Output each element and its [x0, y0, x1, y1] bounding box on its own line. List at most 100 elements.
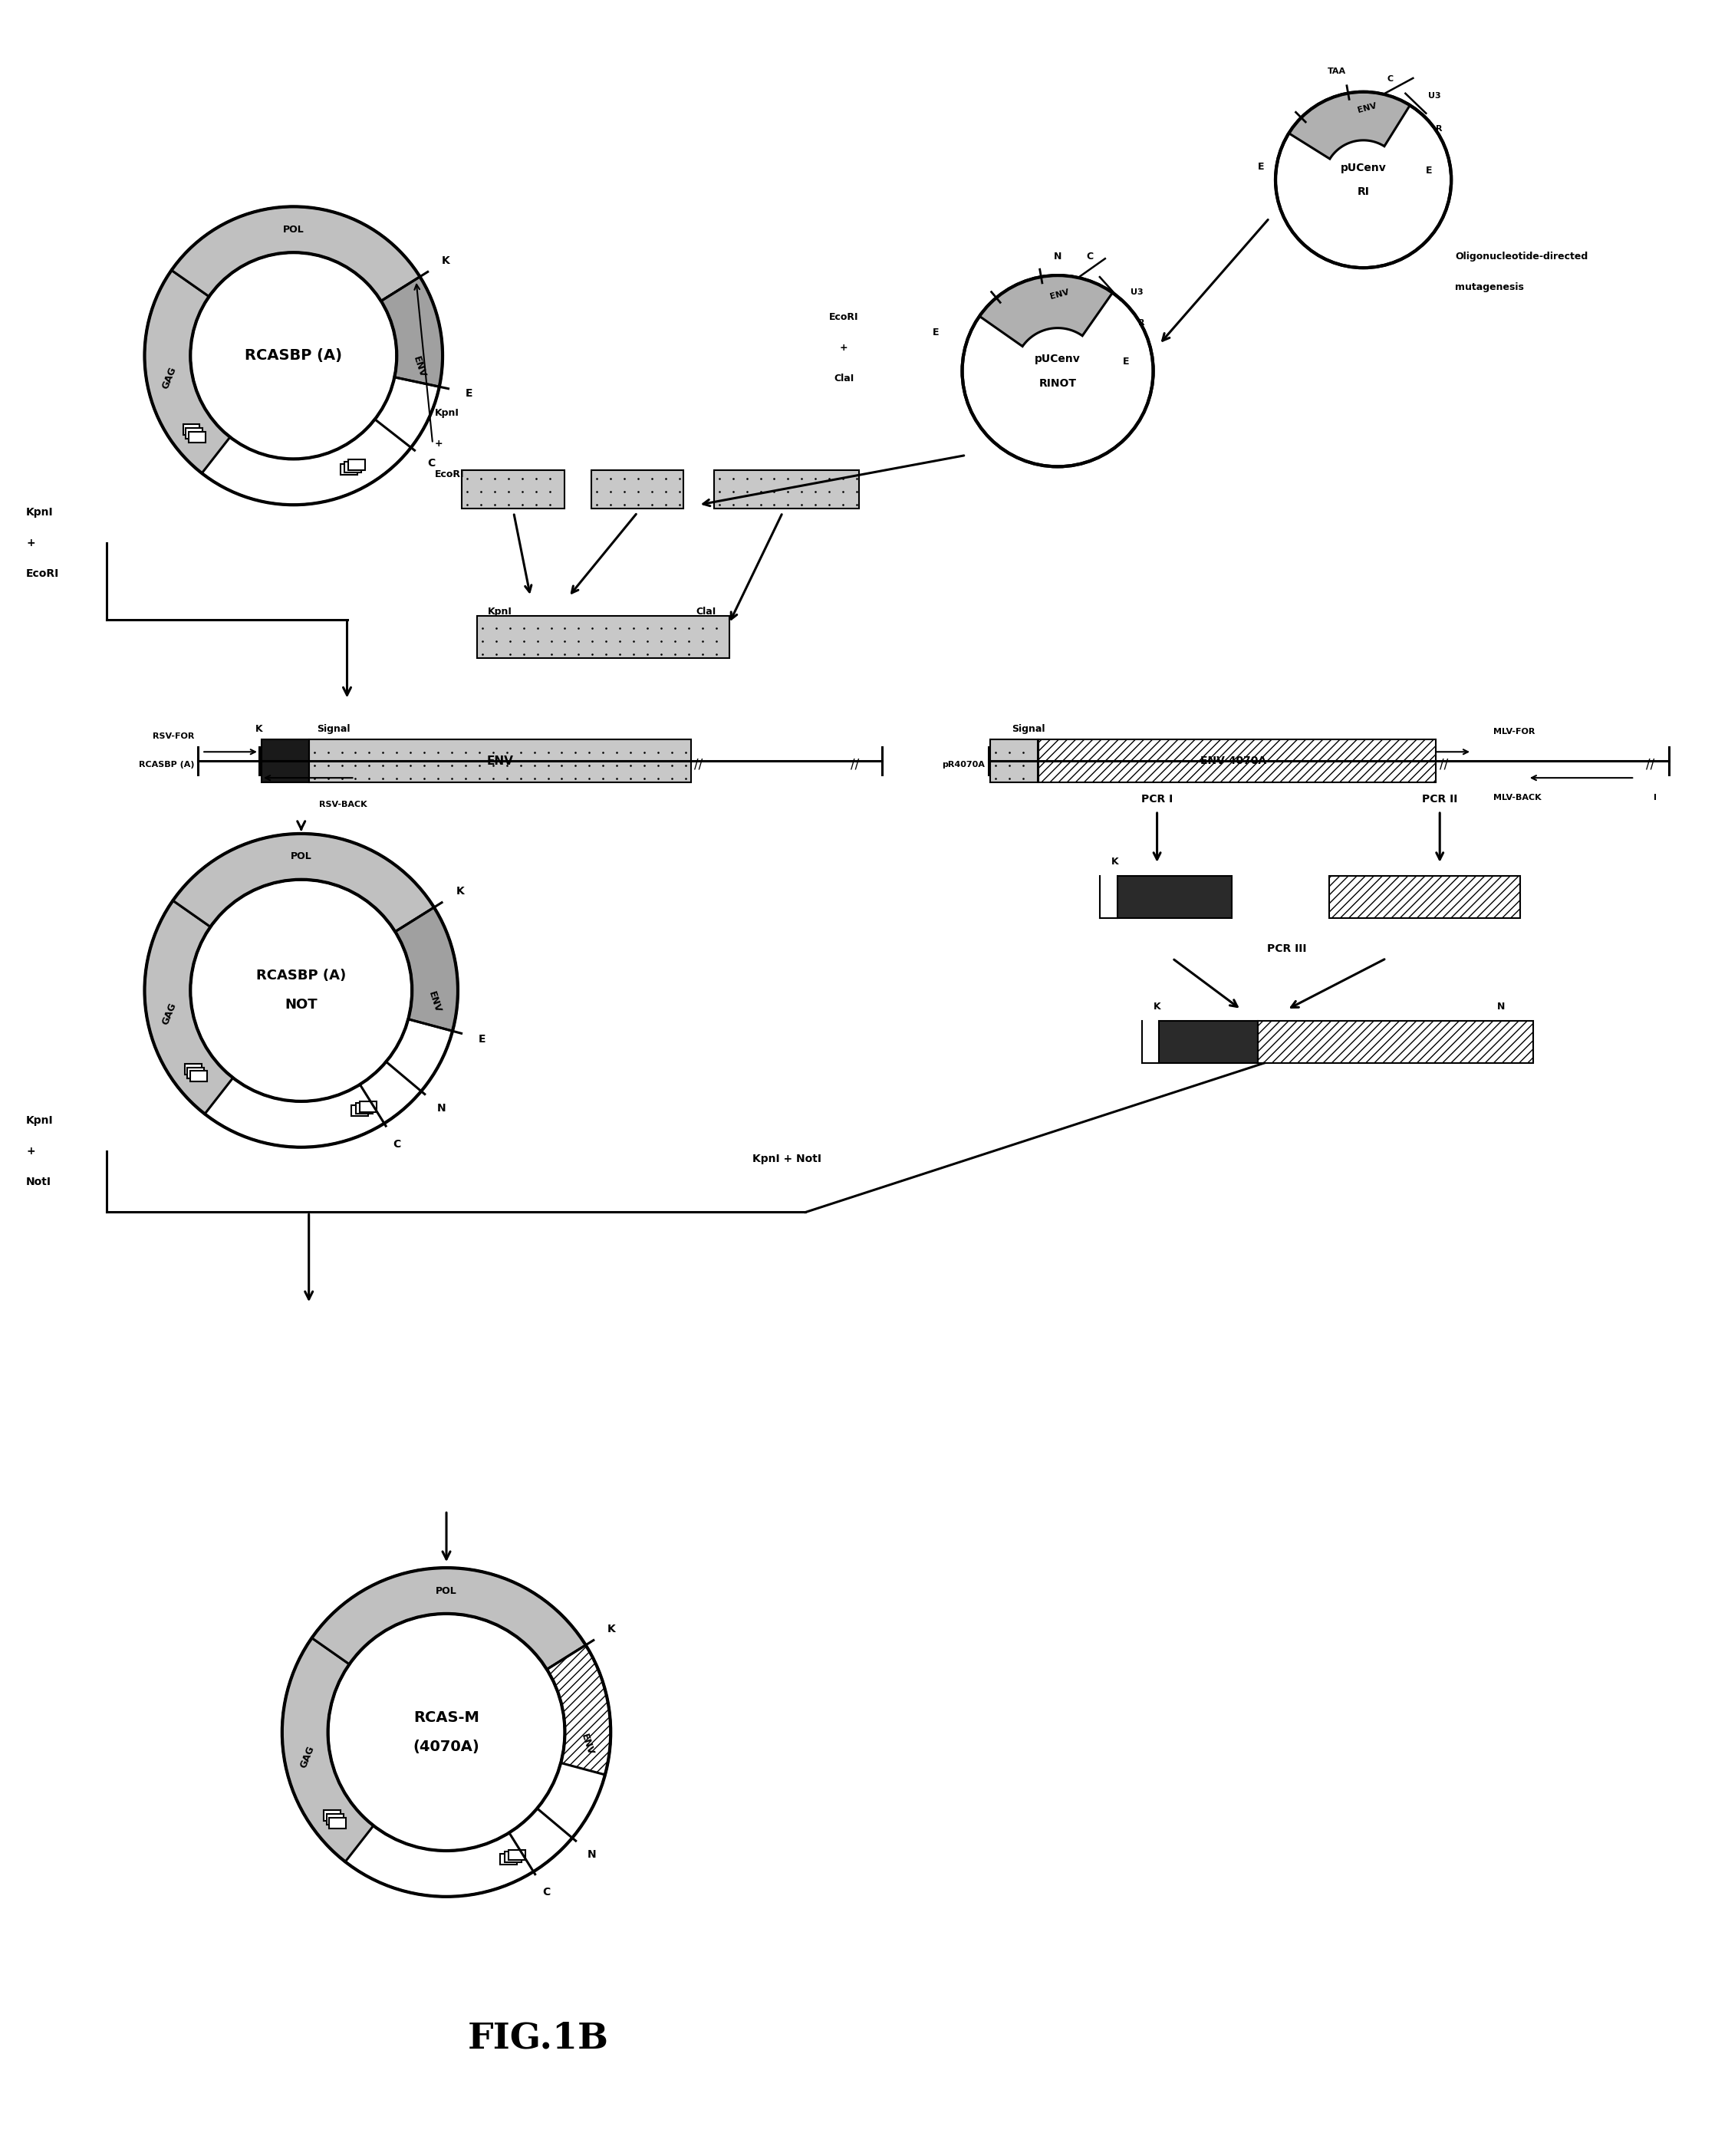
Bar — [461, 470, 565, 509]
Text: Signal: Signal — [1013, 724, 1045, 735]
Bar — [1329, 875, 1521, 918]
Bar — [505, 1852, 522, 1863]
Text: EcoRI: EcoRI — [435, 470, 465, 479]
Bar — [351, 1106, 368, 1117]
Bar — [188, 431, 206, 442]
Text: RCASBP (A): RCASBP (A) — [256, 968, 346, 983]
Text: KpnI + NotI: KpnI + NotI — [752, 1153, 821, 1164]
Bar — [477, 617, 729, 658]
Text: ClaI: ClaI — [696, 606, 717, 617]
Text: NOT: NOT — [285, 998, 318, 1011]
Polygon shape — [145, 901, 233, 1115]
Text: pUCenv: pUCenv — [1035, 354, 1080, 364]
Text: C: C — [543, 1886, 550, 1897]
Text: ENV: ENV — [1356, 101, 1377, 114]
Text: E: E — [465, 388, 473, 399]
Bar — [1118, 875, 1232, 918]
Text: U3: U3 — [1130, 289, 1142, 295]
Text: RINOT: RINOT — [1039, 377, 1077, 388]
Polygon shape — [171, 207, 420, 302]
Text: E: E — [933, 328, 940, 338]
Text: R: R — [1139, 319, 1144, 328]
Text: PCR II: PCR II — [1422, 793, 1457, 804]
Bar — [356, 1104, 373, 1115]
Text: ENV 4070A: ENV 4070A — [1201, 755, 1267, 765]
Text: C: C — [427, 459, 435, 468]
Bar — [714, 470, 859, 509]
Text: FIG.1B: FIG.1B — [468, 2020, 608, 2055]
Bar — [1039, 740, 1436, 783]
Text: POL: POL — [283, 224, 304, 235]
Text: N: N — [1496, 1003, 1505, 1011]
Text: pUCenv: pUCenv — [1341, 162, 1386, 172]
Text: U3: U3 — [1429, 93, 1441, 99]
Text: RSV-FOR: RSV-FOR — [152, 733, 194, 740]
Bar — [190, 1072, 207, 1082]
Text: +: + — [840, 343, 848, 354]
Polygon shape — [396, 908, 458, 1031]
Text: //: // — [1439, 757, 1448, 772]
Bar — [344, 461, 361, 472]
Text: PCR III: PCR III — [1267, 942, 1306, 953]
Text: E: E — [1123, 358, 1128, 367]
Bar — [185, 1063, 202, 1074]
Text: //: // — [695, 757, 703, 772]
Bar — [330, 1818, 346, 1828]
Text: ENV: ENV — [427, 990, 442, 1013]
Text: C: C — [394, 1138, 401, 1149]
Text: ENV: ENV — [487, 755, 513, 768]
Bar — [340, 464, 358, 474]
Text: GAG: GAG — [161, 364, 178, 390]
Circle shape — [1275, 93, 1452, 267]
Text: GAG: GAG — [299, 1744, 316, 1770]
Text: TAA: TAA — [1327, 67, 1346, 75]
Text: E: E — [479, 1033, 486, 1044]
Text: EcoRI: EcoRI — [829, 313, 859, 323]
Text: N: N — [588, 1850, 596, 1861]
Text: POL: POL — [435, 1587, 456, 1595]
Text: K: K — [1153, 1003, 1161, 1011]
Polygon shape — [282, 1567, 610, 1897]
Text: RSV-BACK: RSV-BACK — [320, 800, 368, 808]
Polygon shape — [145, 834, 458, 1147]
Bar — [990, 740, 1039, 783]
Text: E: E — [1426, 166, 1433, 175]
Text: pR4070A: pR4070A — [942, 761, 985, 770]
Text: mutagenesis: mutagenesis — [1455, 282, 1524, 291]
Text: RI: RI — [1356, 188, 1370, 198]
Text: KpnI: KpnI — [435, 407, 460, 418]
Text: +: + — [26, 1145, 35, 1156]
Text: C: C — [1388, 75, 1393, 82]
Text: RCASBP (A): RCASBP (A) — [138, 761, 194, 770]
Polygon shape — [546, 1645, 610, 1774]
Bar — [187, 1067, 204, 1078]
Text: K: K — [442, 254, 449, 265]
Text: K: K — [256, 724, 263, 735]
Bar — [501, 1854, 517, 1865]
Bar — [1258, 1022, 1533, 1063]
Text: RCASBP (A): RCASBP (A) — [245, 349, 342, 362]
Polygon shape — [311, 1567, 586, 1669]
Bar — [309, 740, 691, 783]
Text: N: N — [1054, 252, 1061, 261]
Text: K: K — [1111, 856, 1118, 867]
Text: KpnI: KpnI — [487, 606, 511, 617]
Text: GAG: GAG — [161, 1000, 178, 1026]
Text: KpnI: KpnI — [26, 507, 54, 517]
Text: E: E — [1258, 162, 1263, 172]
Bar — [187, 429, 202, 440]
Text: KpnI: KpnI — [26, 1115, 54, 1125]
Polygon shape — [382, 276, 442, 386]
Text: C: C — [1087, 252, 1094, 261]
Text: MLV-BACK: MLV-BACK — [1493, 793, 1541, 802]
Polygon shape — [980, 276, 1113, 347]
Text: ENV: ENV — [579, 1733, 596, 1757]
Text: RCAS-M: RCAS-M — [413, 1710, 479, 1725]
Polygon shape — [145, 270, 230, 472]
Text: R: R — [1436, 125, 1443, 132]
Text: ClaI: ClaI — [833, 373, 854, 384]
Text: //: // — [850, 757, 859, 772]
Text: PCR I: PCR I — [1140, 793, 1173, 804]
Bar — [1158, 1022, 1258, 1063]
Polygon shape — [282, 1639, 373, 1863]
